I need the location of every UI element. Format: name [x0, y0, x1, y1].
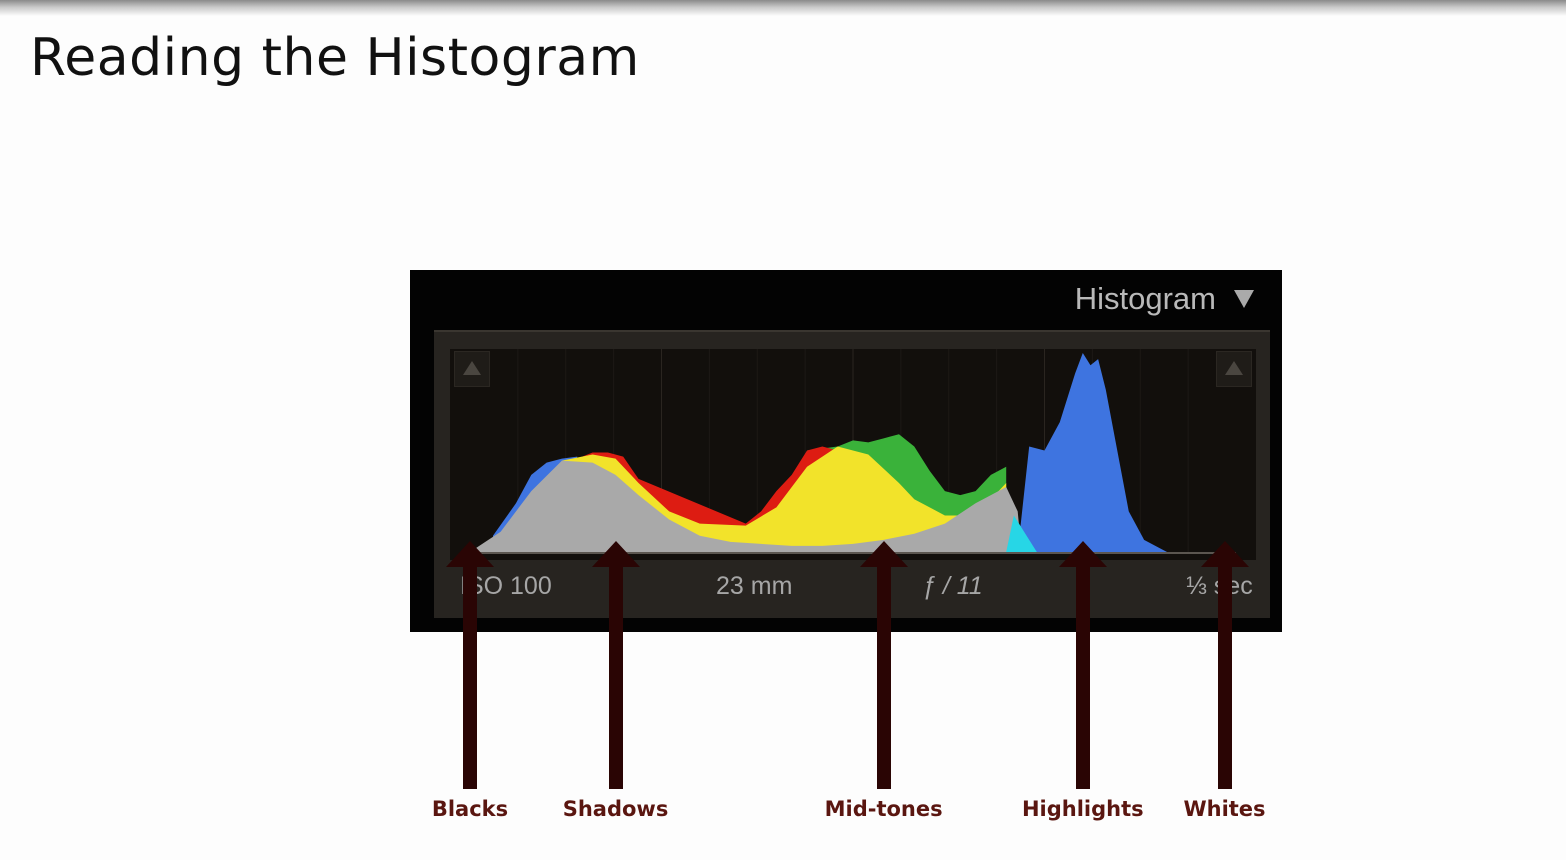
panel-header[interactable]: Histogram: [1074, 281, 1254, 316]
arrow-mid-tones: [854, 541, 914, 789]
histogram-plot: [450, 349, 1256, 560]
histogram-svg: [470, 349, 1236, 554]
exif-focal-length: 23 mm: [716, 572, 793, 600]
label-mid-tones: Mid-tones: [824, 797, 943, 821]
arrow-blacks: [440, 541, 500, 789]
label-whites: Whites: [1183, 797, 1266, 821]
arrow-whites: [1195, 541, 1255, 789]
histogram-luminance-channel: [470, 460, 1236, 552]
highlight-clipping-icon[interactable]: [1216, 351, 1252, 387]
panel-header-label: Histogram: [1074, 281, 1216, 316]
exif-info-row: ISO 100 23 mm ƒ / 11 ⅓ sec: [434, 568, 1270, 608]
histogram-cyan-fringe: [1006, 515, 1037, 552]
slide-title: Reading the Histogram: [30, 28, 640, 88]
label-shadows: Shadows: [562, 797, 669, 821]
triangle-down-icon[interactable]: [1234, 290, 1254, 308]
top-shadow: [0, 0, 1566, 16]
histogram-panel: Histogram ISO 100 23 mm ƒ / 11 ⅓ sec: [410, 270, 1282, 632]
arrow-shadows: [586, 541, 646, 789]
label-highlights: Highlights: [1021, 797, 1144, 821]
arrow-highlights: [1053, 541, 1113, 789]
shadow-clipping-icon[interactable]: [454, 351, 490, 387]
histogram-frame: ISO 100 23 mm ƒ / 11 ⅓ sec: [434, 330, 1270, 618]
exif-aperture: ƒ / 11: [922, 572, 983, 600]
label-blacks: Blacks: [431, 797, 509, 821]
